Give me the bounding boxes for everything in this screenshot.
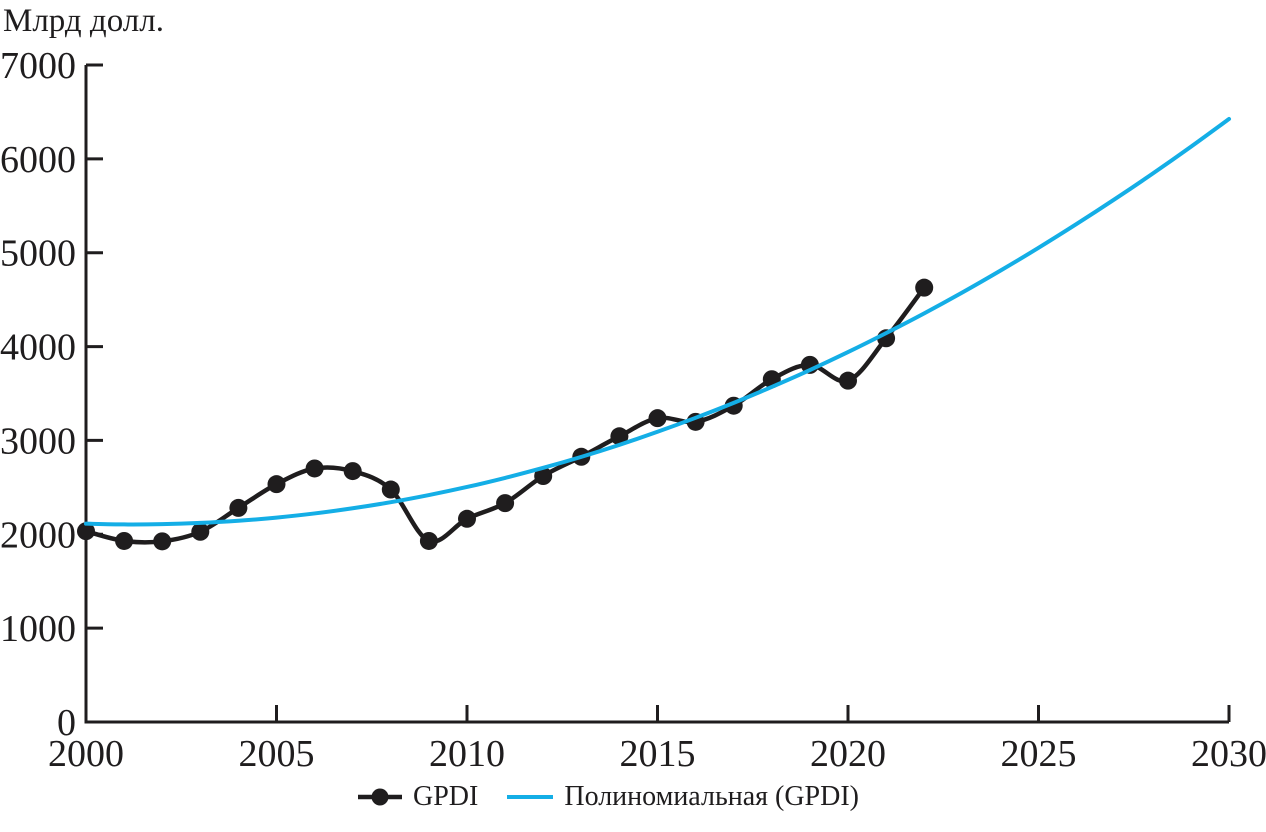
data-point-marker: [77, 522, 95, 541]
y-tick-label: 3000: [0, 420, 76, 462]
data-point-marker: [191, 522, 210, 541]
data-point-marker: [458, 509, 476, 528]
data-point-marker: [305, 459, 324, 478]
tick-labels: 0 1000 2000 3000 4000 5000 6000 7000 2000 2005 201…: [0, 45, 1266, 775]
data-point-marker: [229, 498, 248, 517]
y-tick-label: 1000: [0, 608, 76, 650]
legend-label-gpdi: GPDI: [413, 781, 479, 812]
legend-label-trend: Полиномиальная (GPDI): [564, 781, 859, 812]
y-axis-unit-label: Млрд долл.: [3, 3, 164, 39]
x-tick-label: 2025: [1001, 733, 1077, 775]
chart-legend: GPDI Полиномиальная (GPDI): [0, 781, 1216, 813]
x-tick-label: 2000: [48, 733, 124, 775]
y-tick-label: 4000: [0, 327, 76, 369]
data-point-marker: [496, 494, 515, 513]
data-point-marker: [267, 475, 286, 494]
data-point-marker: [534, 467, 553, 486]
series-gpdi: [77, 278, 934, 551]
gpdi-line-marker-icon: [358, 788, 402, 806]
trend-line-icon: [507, 795, 554, 799]
data-point-marker: [419, 531, 438, 550]
x-tick-label: 2010: [429, 733, 505, 775]
axes: [84, 63, 1231, 724]
data-point-marker: [153, 532, 172, 551]
y-tick-label: 2000: [0, 514, 76, 556]
data-point-marker: [115, 531, 134, 550]
y-tick-label: 0: [57, 702, 76, 744]
y-tick-label: 6000: [0, 139, 76, 181]
data-point-marker: [381, 480, 400, 499]
x-tick-label: 2015: [620, 733, 696, 775]
data-point-marker: [839, 371, 857, 390]
y-tick-label: 7000: [0, 45, 76, 87]
y-tick-label: 5000: [0, 233, 76, 275]
x-tick-label: 2020: [810, 733, 886, 775]
data-point-marker: [915, 278, 934, 297]
x-tick-label: 2030: [1191, 733, 1266, 775]
legend-item-trend: Полиномиальная (GPDI): [506, 781, 859, 813]
data-point-marker: [343, 462, 362, 481]
x-tick-label: 2005: [239, 733, 315, 775]
data-point-marker: [610, 427, 629, 446]
legend-item-gpdi: GPDI: [357, 781, 478, 813]
series-trend: [84, 116, 1231, 527]
data-point-marker: [648, 409, 667, 428]
